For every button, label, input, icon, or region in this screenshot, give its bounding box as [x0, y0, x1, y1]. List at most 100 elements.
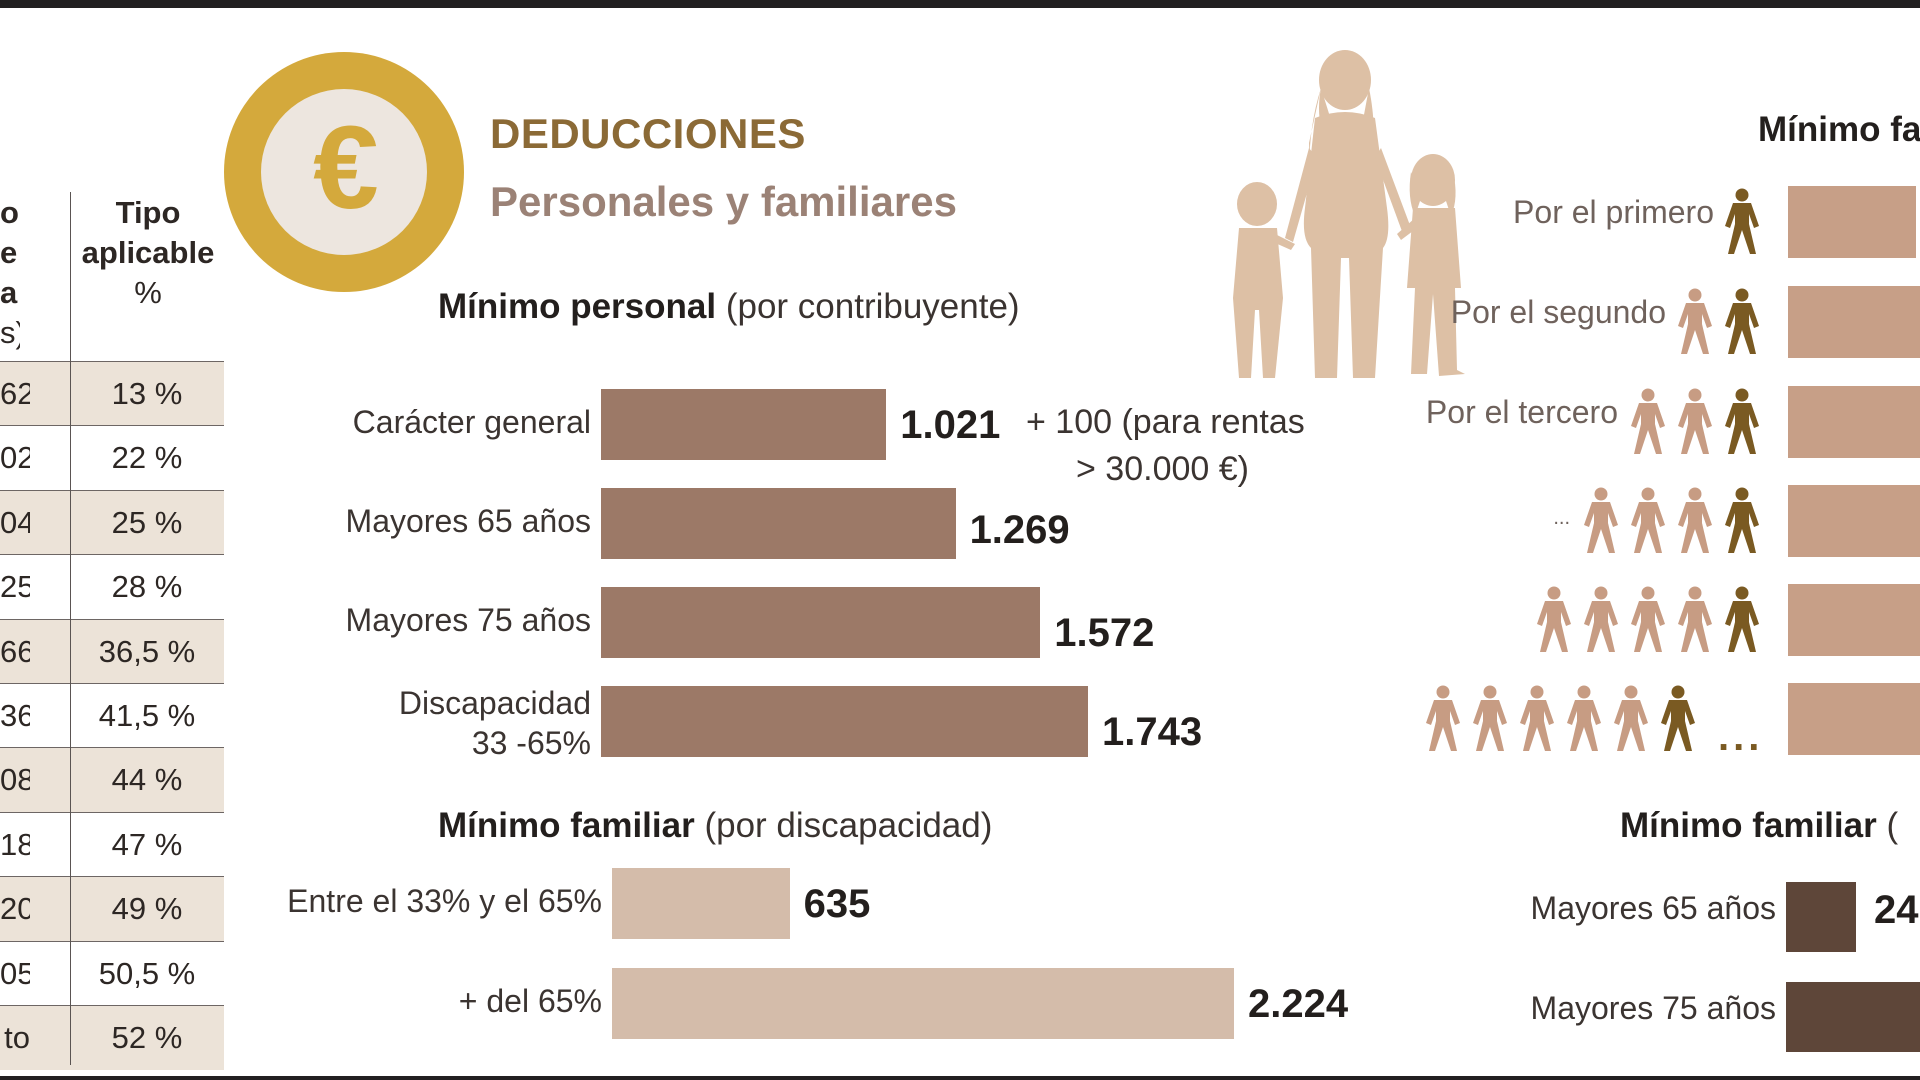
children-category-label: Por el tercero — [1425, 394, 1618, 430]
rate-table-bracket-cell: 02 — [0, 440, 30, 476]
elder-value-label: 24 — [1874, 888, 1919, 932]
personal-value-label: 1.572 — [1054, 610, 1155, 655]
top-border — [0, 0, 1920, 8]
rate-table-row: 18 47 % — [0, 811, 224, 877]
person-icon — [1584, 586, 1618, 652]
rate-table-row: 36 41,5 % — [0, 683, 224, 748]
rate-table-bracket-cell: 05 — [0, 955, 30, 991]
person-icon — [1678, 487, 1712, 553]
rate-table-rate-cell: 44 % — [111, 762, 183, 798]
tipo-header-line: aplicable — [81, 235, 215, 270]
person-icon — [1631, 487, 1665, 553]
personal-bar — [601, 488, 956, 559]
rate-table-rate-cell: 50,5 % — [98, 955, 196, 991]
rate-table-row: 08 44 % — [0, 747, 224, 813]
personal-section-heading: Mínimo personal (por contribuyente) — [438, 287, 1020, 327]
rate-table-bracket-cell: 20 — [0, 891, 30, 927]
children-bar — [1788, 286, 1920, 358]
personal-heading-rest: (por contribuyente) — [716, 287, 1020, 326]
person-icon — [1725, 487, 1759, 553]
elder-section-heading: Mínimo familiar ( — [1620, 806, 1898, 846]
children-bar — [1788, 683, 1920, 755]
personal-category-label-line: Discapacidad — [398, 685, 591, 721]
rate-table-bracket-cell: 04 — [0, 504, 30, 540]
personal-bar — [601, 389, 887, 460]
disability-category-label: + del 65% — [458, 982, 602, 1019]
elder-bar — [1786, 982, 1920, 1052]
elder-heading-rest: ( — [1876, 806, 1899, 845]
elder-bar — [1786, 882, 1856, 952]
elder-label: Mayores 75 años — [1530, 990, 1776, 1026]
person-icon — [1584, 487, 1618, 553]
rate-table-bracket-cell: 18 — [0, 826, 30, 862]
tipo-header-line: Tipo — [115, 195, 181, 230]
disability-category-label: Entre el 33% y el 65% — [287, 882, 602, 919]
personal-note-line-2: > 30.000 €) — [1076, 450, 1249, 488]
person-icon — [1661, 685, 1695, 751]
left-header-line: a — [0, 275, 18, 310]
rate-table-row: 05 50,5 % — [0, 940, 224, 1006]
rate-table-rate-cell: 47 % — [111, 826, 183, 862]
personal-category-label: Mayores 65 años — [345, 502, 591, 539]
person-icon — [1631, 586, 1665, 652]
page-subtitle: Personales y familiares — [490, 178, 957, 225]
person-icon — [1725, 388, 1759, 454]
disability-bar — [612, 868, 790, 939]
rate-table-rate-cell: 13 % — [111, 376, 183, 411]
children-more-dots: ... — [1718, 715, 1764, 759]
rate-table-rate-cell: 41,5 % — [98, 698, 196, 733]
personal-value-label: 1.021 — [900, 402, 1001, 447]
children-category-label: Por el primero — [1513, 194, 1714, 230]
disability-value-label: 2.224 — [1248, 981, 1349, 1026]
rate-table-right-header: Tipo aplicable % — [72, 193, 224, 313]
children-section-heading: Mínimo fa — [1758, 110, 1920, 149]
disability-heading-bold: Mínimo familiar — [438, 806, 695, 845]
family-silhouette-icon — [1233, 50, 1465, 378]
rate-table-row: 04 25 % — [0, 489, 224, 555]
person-icon — [1567, 685, 1601, 751]
rate-table-rate-cell: 22 % — [111, 440, 183, 476]
person-icon — [1473, 685, 1507, 751]
disability-bar — [612, 968, 1234, 1039]
rate-table-row: 66 36,5 % — [0, 618, 224, 684]
children-bar — [1788, 186, 1916, 258]
person-icon — [1631, 388, 1665, 454]
elder-label: Mayores 65 años — [1530, 890, 1776, 926]
personal-value-label: 1.269 — [969, 507, 1070, 552]
personal-category-label: Carácter general — [352, 403, 591, 440]
rate-table-rate-cell: 36,5 % — [98, 633, 196, 669]
rate-table-bracket-cell: 25 — [0, 569, 30, 605]
rate-table-bracket-cell: 36 — [0, 698, 30, 733]
rate-table-row: to 52 % — [0, 1005, 224, 1070]
rate-table-row: 02 22 % — [0, 425, 224, 490]
person-icon — [1678, 388, 1712, 454]
children-bar — [1788, 485, 1920, 557]
left-header-line: e — [0, 235, 18, 270]
rate-table-bracket-cell: to — [4, 1020, 30, 1055]
rate-table-rate-cell: 25 % — [111, 504, 183, 540]
children-bar — [1788, 386, 1920, 458]
rate-table-left-header: o e a s) — [0, 193, 20, 353]
rate-table-rate-cell: 52 % — [111, 1020, 183, 1055]
children-category-label: Por el segundo — [1450, 294, 1666, 330]
personal-category-label-line: 33 -65% — [471, 725, 591, 761]
bottom-border — [0, 1076, 1920, 1080]
rate-table-bracket-cell: 62 — [0, 376, 30, 411]
personal-category-label: Discapacidad 33 -65% — [341, 683, 591, 763]
person-icon — [1725, 288, 1759, 354]
person-icon — [1426, 685, 1460, 751]
personal-bar — [601, 686, 1088, 757]
person-icon — [1520, 685, 1554, 751]
elder-heading-bold: Mínimo familiar — [1620, 806, 1877, 845]
person-icon — [1537, 586, 1571, 652]
tipo-header-line: % — [134, 275, 162, 310]
personal-note-line-1: + 100 (para rentas — [1026, 403, 1305, 441]
rate-table-row: 20 49 % — [0, 876, 224, 942]
personal-category-label: Mayores 75 años — [345, 601, 591, 638]
left-header-line: o — [0, 195, 19, 230]
euro-coin-icon: € — [224, 52, 464, 292]
children-bar — [1788, 584, 1920, 656]
rate-table-rate-cell: 28 % — [111, 569, 183, 605]
left-header-line: s) — [0, 315, 20, 350]
person-icon — [1614, 685, 1648, 751]
